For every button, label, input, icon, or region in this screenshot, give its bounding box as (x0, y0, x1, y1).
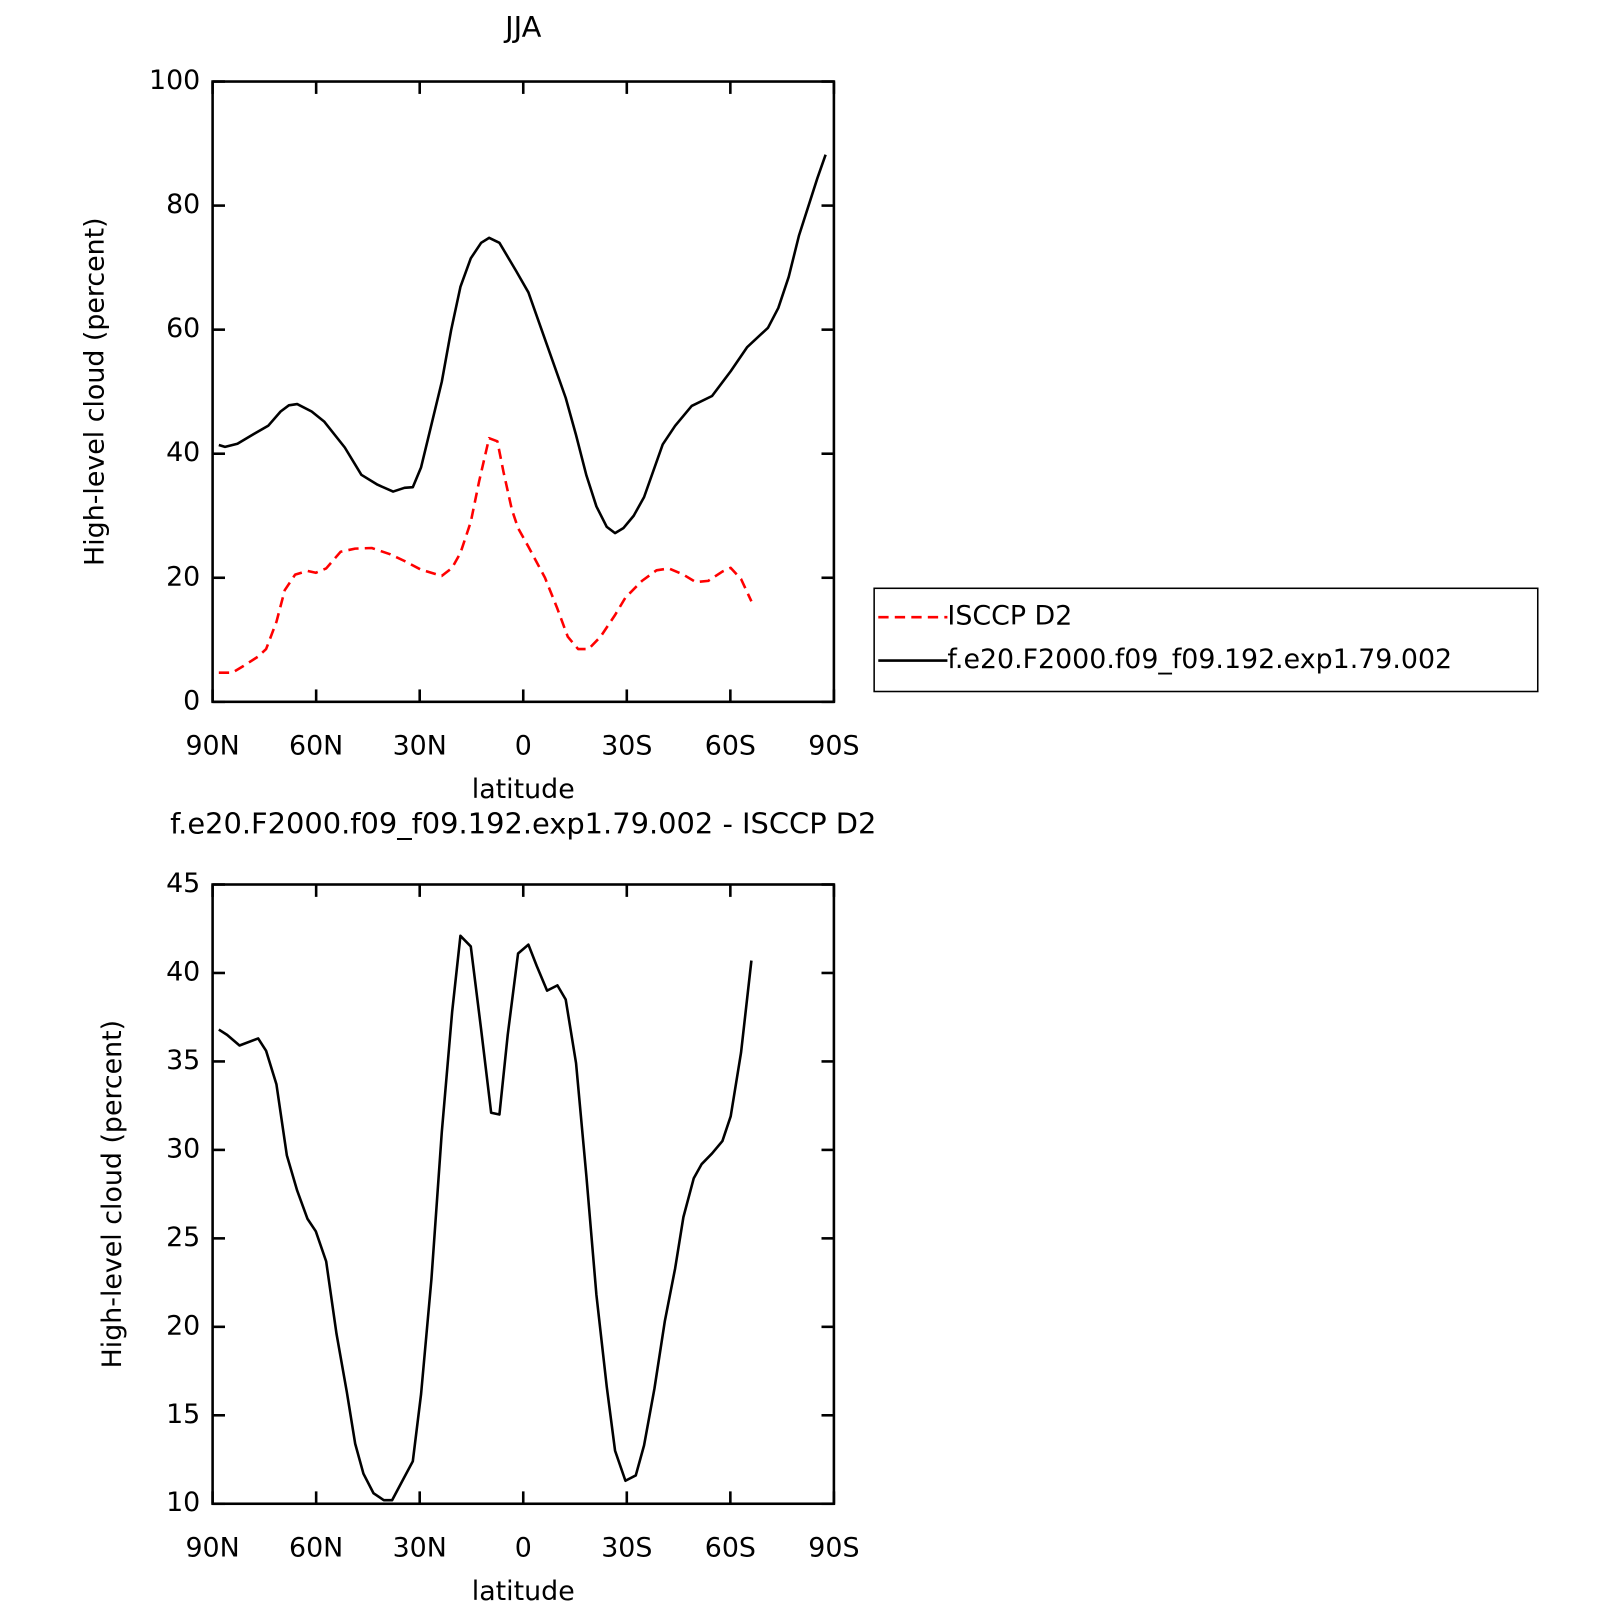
chart-title: f.e20.F2000.f09_f09.192.exp1.79.002 - IS… (170, 807, 876, 841)
x-tick-label: 0 (515, 1533, 532, 1564)
y-tick-label: 35 (166, 1045, 200, 1076)
x-tick-label: 30N (393, 731, 447, 762)
plot-frame (211, 883, 836, 1506)
x-tick-label: 0 (515, 731, 532, 762)
x-tick-label: 30S (601, 1533, 652, 1564)
legend-label: f.e20.F2000.f09_f09.192.exp1.79.002 (947, 644, 1452, 675)
x-tick-label: 90N (185, 731, 239, 762)
plot-frame (211, 80, 836, 704)
y-tick-label: 40 (166, 437, 200, 468)
x-tick-label: 60S (705, 731, 756, 762)
y-tick-label: 10 (166, 1487, 200, 1518)
x-tick-label: 60N (289, 731, 343, 762)
x-tick-label: 30S (601, 731, 652, 762)
y-axis-label: High-level cloud (percent) (97, 1020, 128, 1369)
x-tick-label: 90N (185, 1533, 239, 1564)
x-axis-label: latitude (472, 1576, 575, 1607)
legend-label: ISCCP D2 (947, 601, 1072, 632)
x-tick-label: 90S (808, 731, 859, 762)
data-line (218, 436, 753, 674)
y-tick-label: 25 (166, 1222, 200, 1253)
data-line (218, 934, 753, 1502)
x-tick-label: 60N (289, 1533, 343, 1564)
chart-title: JJA (503, 10, 542, 44)
y-tick-label: 15 (166, 1399, 200, 1430)
y-tick-label: 30 (166, 1133, 200, 1164)
y-tick-label: 20 (166, 1310, 200, 1341)
y-tick-label: 100 (149, 65, 200, 96)
x-tick-label: 90S (808, 1533, 859, 1564)
y-tick-label: 45 (166, 868, 200, 899)
legend-box (873, 587, 1539, 693)
y-tick-label: 60 (166, 313, 200, 344)
x-axis-label: latitude (472, 774, 575, 805)
y-tick-label: 0 (183, 685, 200, 716)
x-tick-label: 30N (393, 1533, 447, 1564)
x-tick-label: 60S (705, 1533, 756, 1564)
y-tick-label: 40 (166, 956, 200, 987)
y-tick-label: 20 (166, 561, 200, 592)
y-tick-label: 80 (166, 189, 200, 220)
data-line (218, 154, 827, 535)
y-axis-label: High-level cloud (percent) (79, 217, 110, 566)
